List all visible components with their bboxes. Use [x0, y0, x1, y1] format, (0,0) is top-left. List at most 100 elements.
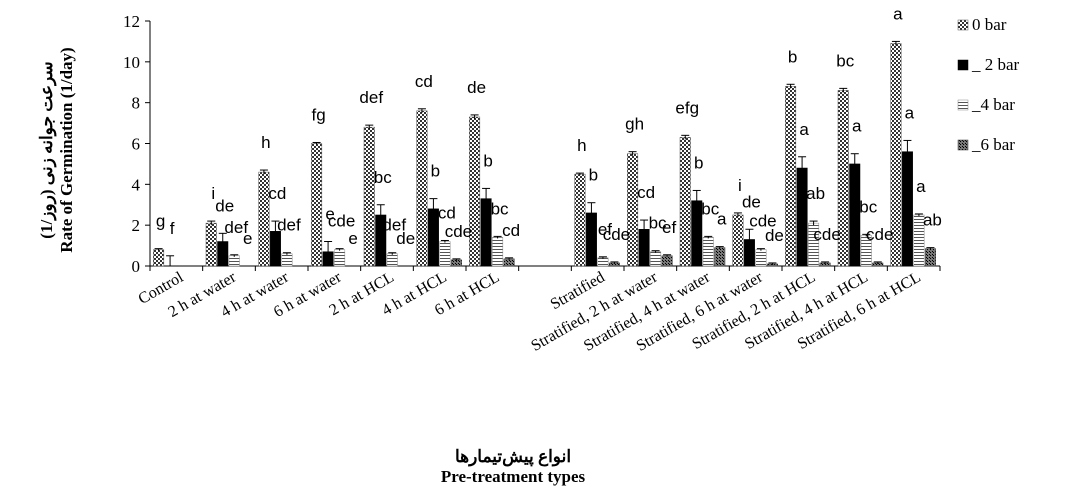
bar [597, 257, 609, 267]
bar [334, 249, 346, 267]
bar [796, 167, 808, 267]
legend-label: _4 bar [971, 95, 1015, 114]
significance-letter: b [431, 162, 440, 181]
bar [732, 214, 744, 267]
significance-letter: cde [866, 225, 893, 244]
significance-letter: ef [662, 218, 676, 237]
significance-letter: h [261, 133, 270, 152]
significance-letter: ab [923, 211, 942, 230]
significance-letter: def [224, 218, 248, 237]
bar [281, 253, 293, 267]
significance-letter: i [211, 184, 215, 203]
x-axis-title: Pre-treatment types [441, 467, 586, 486]
legend-label: _6 bar [971, 135, 1015, 154]
significance-letter: ef [598, 220, 612, 239]
significance-letter: b [483, 151, 492, 170]
y-tick-label: 6 [132, 135, 141, 154]
significance-letter: fg [311, 105, 325, 124]
bar [679, 137, 691, 267]
significance-letter: cd [415, 72, 433, 91]
significance-letter: a [893, 4, 903, 23]
significance-letter: efg [675, 98, 699, 117]
y-tick-label: 8 [132, 94, 141, 113]
significance-letter: g [156, 212, 165, 231]
significance-letter: bc [836, 51, 854, 70]
significance-letter: f [170, 219, 175, 238]
bars [153, 43, 936, 267]
significance-letter: bc [374, 168, 392, 187]
significance-letter: b [788, 47, 797, 66]
significance-letter: e [325, 205, 334, 224]
bar [901, 151, 913, 267]
significance-letter: cde [328, 212, 355, 231]
bar [205, 222, 217, 267]
bar [363, 126, 375, 267]
bar [492, 237, 504, 267]
significance-letter: a [799, 120, 809, 139]
bar [503, 258, 515, 267]
bar [386, 253, 398, 267]
legend-swatch [957, 139, 969, 151]
significance-letter: bc [859, 197, 877, 216]
y-tick-label: 10 [123, 53, 140, 72]
error-bars [154, 40, 935, 266]
y-axis-title-fa: سرعت جوانه زنی (روز/1) [37, 61, 57, 238]
significance-letter: cd [438, 203, 456, 222]
significance-letter: de [215, 196, 234, 215]
bar [416, 110, 428, 267]
legend: 0 bar _ 2 bar _4 bar _6 bar [957, 15, 1020, 154]
significance-letter: h [577, 136, 586, 155]
significance-letter: b [589, 166, 598, 185]
significance-letter: cd [637, 183, 655, 202]
significance-letter: a [852, 117, 862, 136]
significance-letter: cde [603, 225, 630, 244]
significance-letter: a [905, 103, 915, 122]
bar [661, 255, 673, 267]
bar [702, 237, 714, 267]
significance-letter: cde [445, 222, 472, 241]
legend-swatch [957, 99, 969, 111]
significance-letter: def [359, 88, 383, 107]
y-tick-label: 4 [132, 175, 141, 194]
significance-letters: g fidedefehcddeffgecdeedefbcdefdecdbcdcde… [156, 4, 942, 248]
legend-label: _ 2 bar [971, 55, 1020, 74]
x-axis-title-fa: انواع پیش‌تیمارها [455, 447, 571, 467]
significance-letter: cd [502, 221, 520, 240]
bar [311, 143, 323, 267]
bar [785, 86, 797, 267]
significance-letter: cde [749, 212, 776, 231]
significance-letter: de [765, 226, 784, 245]
bar [650, 251, 662, 267]
y-tick-label: 12 [123, 12, 140, 31]
bar [755, 249, 767, 267]
y-tick-label: 2 [132, 216, 141, 235]
significance-letter: i [738, 176, 742, 195]
bar [153, 249, 165, 267]
y-tick-label: 0 [132, 257, 141, 276]
significance-letter: cd [268, 184, 286, 203]
significance-letter: e [348, 229, 357, 248]
significance-letter: def [277, 216, 301, 235]
significance-letter: gh [625, 115, 644, 134]
significance-letter: a [717, 210, 727, 229]
y-axis-title: Rate of Germination (1/day) [57, 47, 76, 252]
significance-letter: a [916, 177, 926, 196]
bar [469, 116, 481, 267]
significance-letter: de [742, 192, 761, 211]
significance-letter: bc [649, 214, 667, 233]
significance-letter: de [467, 78, 486, 97]
significance-letter: de [396, 229, 415, 248]
significance-letter: e [243, 229, 252, 248]
legend-label: 0 bar [972, 15, 1007, 34]
significance-letter: bc [701, 199, 719, 218]
significance-letter: def [382, 216, 406, 235]
legend-swatch [957, 59, 969, 71]
bar [627, 153, 639, 267]
bar [714, 247, 726, 267]
bar [228, 255, 240, 267]
bar [574, 173, 586, 267]
significance-letter: ab [806, 184, 825, 203]
significance-letter: cde [813, 225, 840, 244]
